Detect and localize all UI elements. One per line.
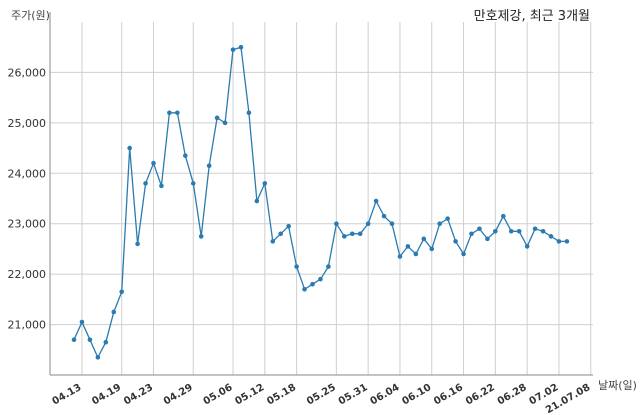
data-point [421,236,427,242]
data-point [286,223,291,229]
data-point [230,47,236,53]
data-point [532,226,538,232]
data-point [493,228,498,234]
data-point [564,239,570,244]
x-tick-label: 04.19 [90,382,123,407]
data-point [175,110,180,116]
data-point [334,221,339,227]
data-point [111,309,117,315]
data-point [524,244,530,249]
data-point [135,241,140,247]
data-point [190,181,196,186]
data-point [540,228,546,234]
data-point [318,276,323,282]
data-point [222,120,228,126]
y-tick-label: 24,000 [8,167,47,180]
axes [49,12,593,376]
data-point [326,264,331,269]
x-tick-label: 04.13 [51,382,84,407]
data-point [501,213,506,219]
data-point [516,228,522,234]
x-tick-label: 06.28 [496,382,529,407]
data-point [262,181,268,186]
x-tick-label: 06.16 [432,382,465,407]
data-point [167,110,172,116]
y-tick-label: 25,000 [8,117,47,130]
y-axis-label: 주가(원) [11,9,50,22]
data-point [413,251,419,257]
data-point [71,337,77,343]
data-point [461,251,466,257]
data-point [183,153,188,158]
x-tick-label: 05.18 [265,382,298,407]
data-point [270,239,276,244]
data-point [87,337,93,343]
x-tick-label: 06.22 [464,382,497,407]
data-point [349,231,355,237]
data-point [151,160,156,166]
y-tick-labels: 21,000 22,000 23,000 24,000 25,000 26,000 [8,66,47,331]
y-tick-label: 21,000 [8,319,47,332]
data-point [485,236,490,242]
data-point [206,163,212,169]
chart-title: 만호제강, 최근 3개월 [473,9,590,24]
data-point [127,145,132,151]
data-point [103,339,109,345]
data-point [79,319,85,325]
x-tick-label: 05.06 [202,382,235,407]
data-point [405,244,411,249]
x-axis-label: 날짜(일) [598,379,637,392]
data-point [310,281,315,287]
y-tick-label: 22,000 [8,268,47,281]
y-tick-label: 26,000 [8,66,47,79]
price-line [73,46,567,359]
data-point [302,286,307,292]
data-point [365,221,371,227]
data-point [453,239,458,244]
data-point [238,44,244,50]
x-tick-label: 05.25 [305,382,338,407]
y-tick-label: 23,000 [8,218,47,231]
x-tick-label: 04.23 [122,382,155,407]
data-point [246,110,252,116]
data-point [429,246,435,252]
data-point [548,234,554,239]
data-point [477,226,482,232]
data-point [143,181,148,186]
data-point [437,221,443,227]
data-point [508,228,514,234]
x-tick-label: 05.31 [337,382,370,407]
data-point [357,231,363,237]
data-point [381,213,387,219]
data-point [397,254,403,259]
data-point [342,234,347,239]
data-point [254,198,260,204]
data-point [119,289,124,295]
data-point [214,115,220,121]
data-point [198,234,204,239]
data-point [278,231,284,237]
x-tick-label: 05.12 [233,382,266,407]
x-tick-label: 06.10 [400,382,433,407]
price-series [71,44,570,360]
data-point [159,183,164,189]
data-point [294,264,299,269]
data-point [95,355,101,360]
data-point [389,221,395,227]
data-point [556,239,562,244]
x-tick-label: 04.29 [162,382,195,407]
x-tick-label: 06.04 [369,382,402,407]
data-point [445,216,450,221]
grid-lines [50,22,593,375]
data-point [373,198,379,204]
data-point [469,231,474,237]
